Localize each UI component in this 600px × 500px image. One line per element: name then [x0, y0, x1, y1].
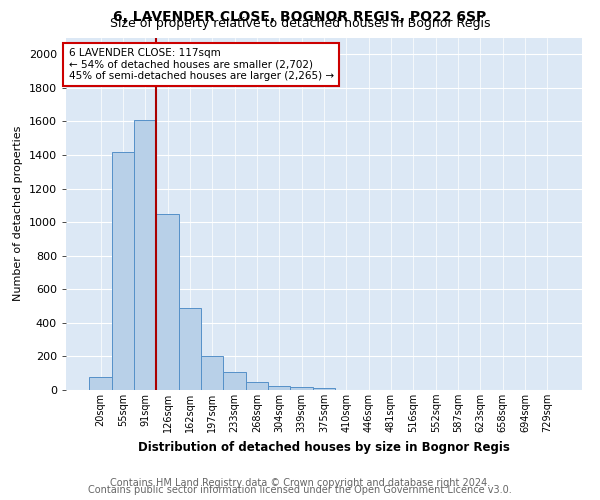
Bar [313, 388, 335, 390]
Bar [89, 376, 112, 390]
Bar [134, 120, 157, 390]
X-axis label: Distribution of detached houses by size in Bognor Regis: Distribution of detached houses by size … [138, 440, 510, 454]
Bar [157, 214, 179, 390]
Bar [268, 386, 290, 390]
Bar [246, 382, 268, 390]
Y-axis label: Number of detached properties: Number of detached properties [13, 126, 23, 302]
Bar [112, 152, 134, 390]
Text: Contains public sector information licensed under the Open Government Licence v3: Contains public sector information licen… [88, 485, 512, 495]
Bar [179, 308, 201, 390]
Text: 6 LAVENDER CLOSE: 117sqm
← 54% of detached houses are smaller (2,702)
45% of sem: 6 LAVENDER CLOSE: 117sqm ← 54% of detach… [68, 48, 334, 82]
Text: 6, LAVENDER CLOSE, BOGNOR REGIS, PO22 6SP: 6, LAVENDER CLOSE, BOGNOR REGIS, PO22 6S… [113, 10, 487, 24]
Text: Contains HM Land Registry data © Crown copyright and database right 2024.: Contains HM Land Registry data © Crown c… [110, 478, 490, 488]
Text: Size of property relative to detached houses in Bognor Regis: Size of property relative to detached ho… [110, 18, 490, 30]
Bar [223, 372, 246, 390]
Bar [201, 356, 223, 390]
Bar [290, 387, 313, 390]
